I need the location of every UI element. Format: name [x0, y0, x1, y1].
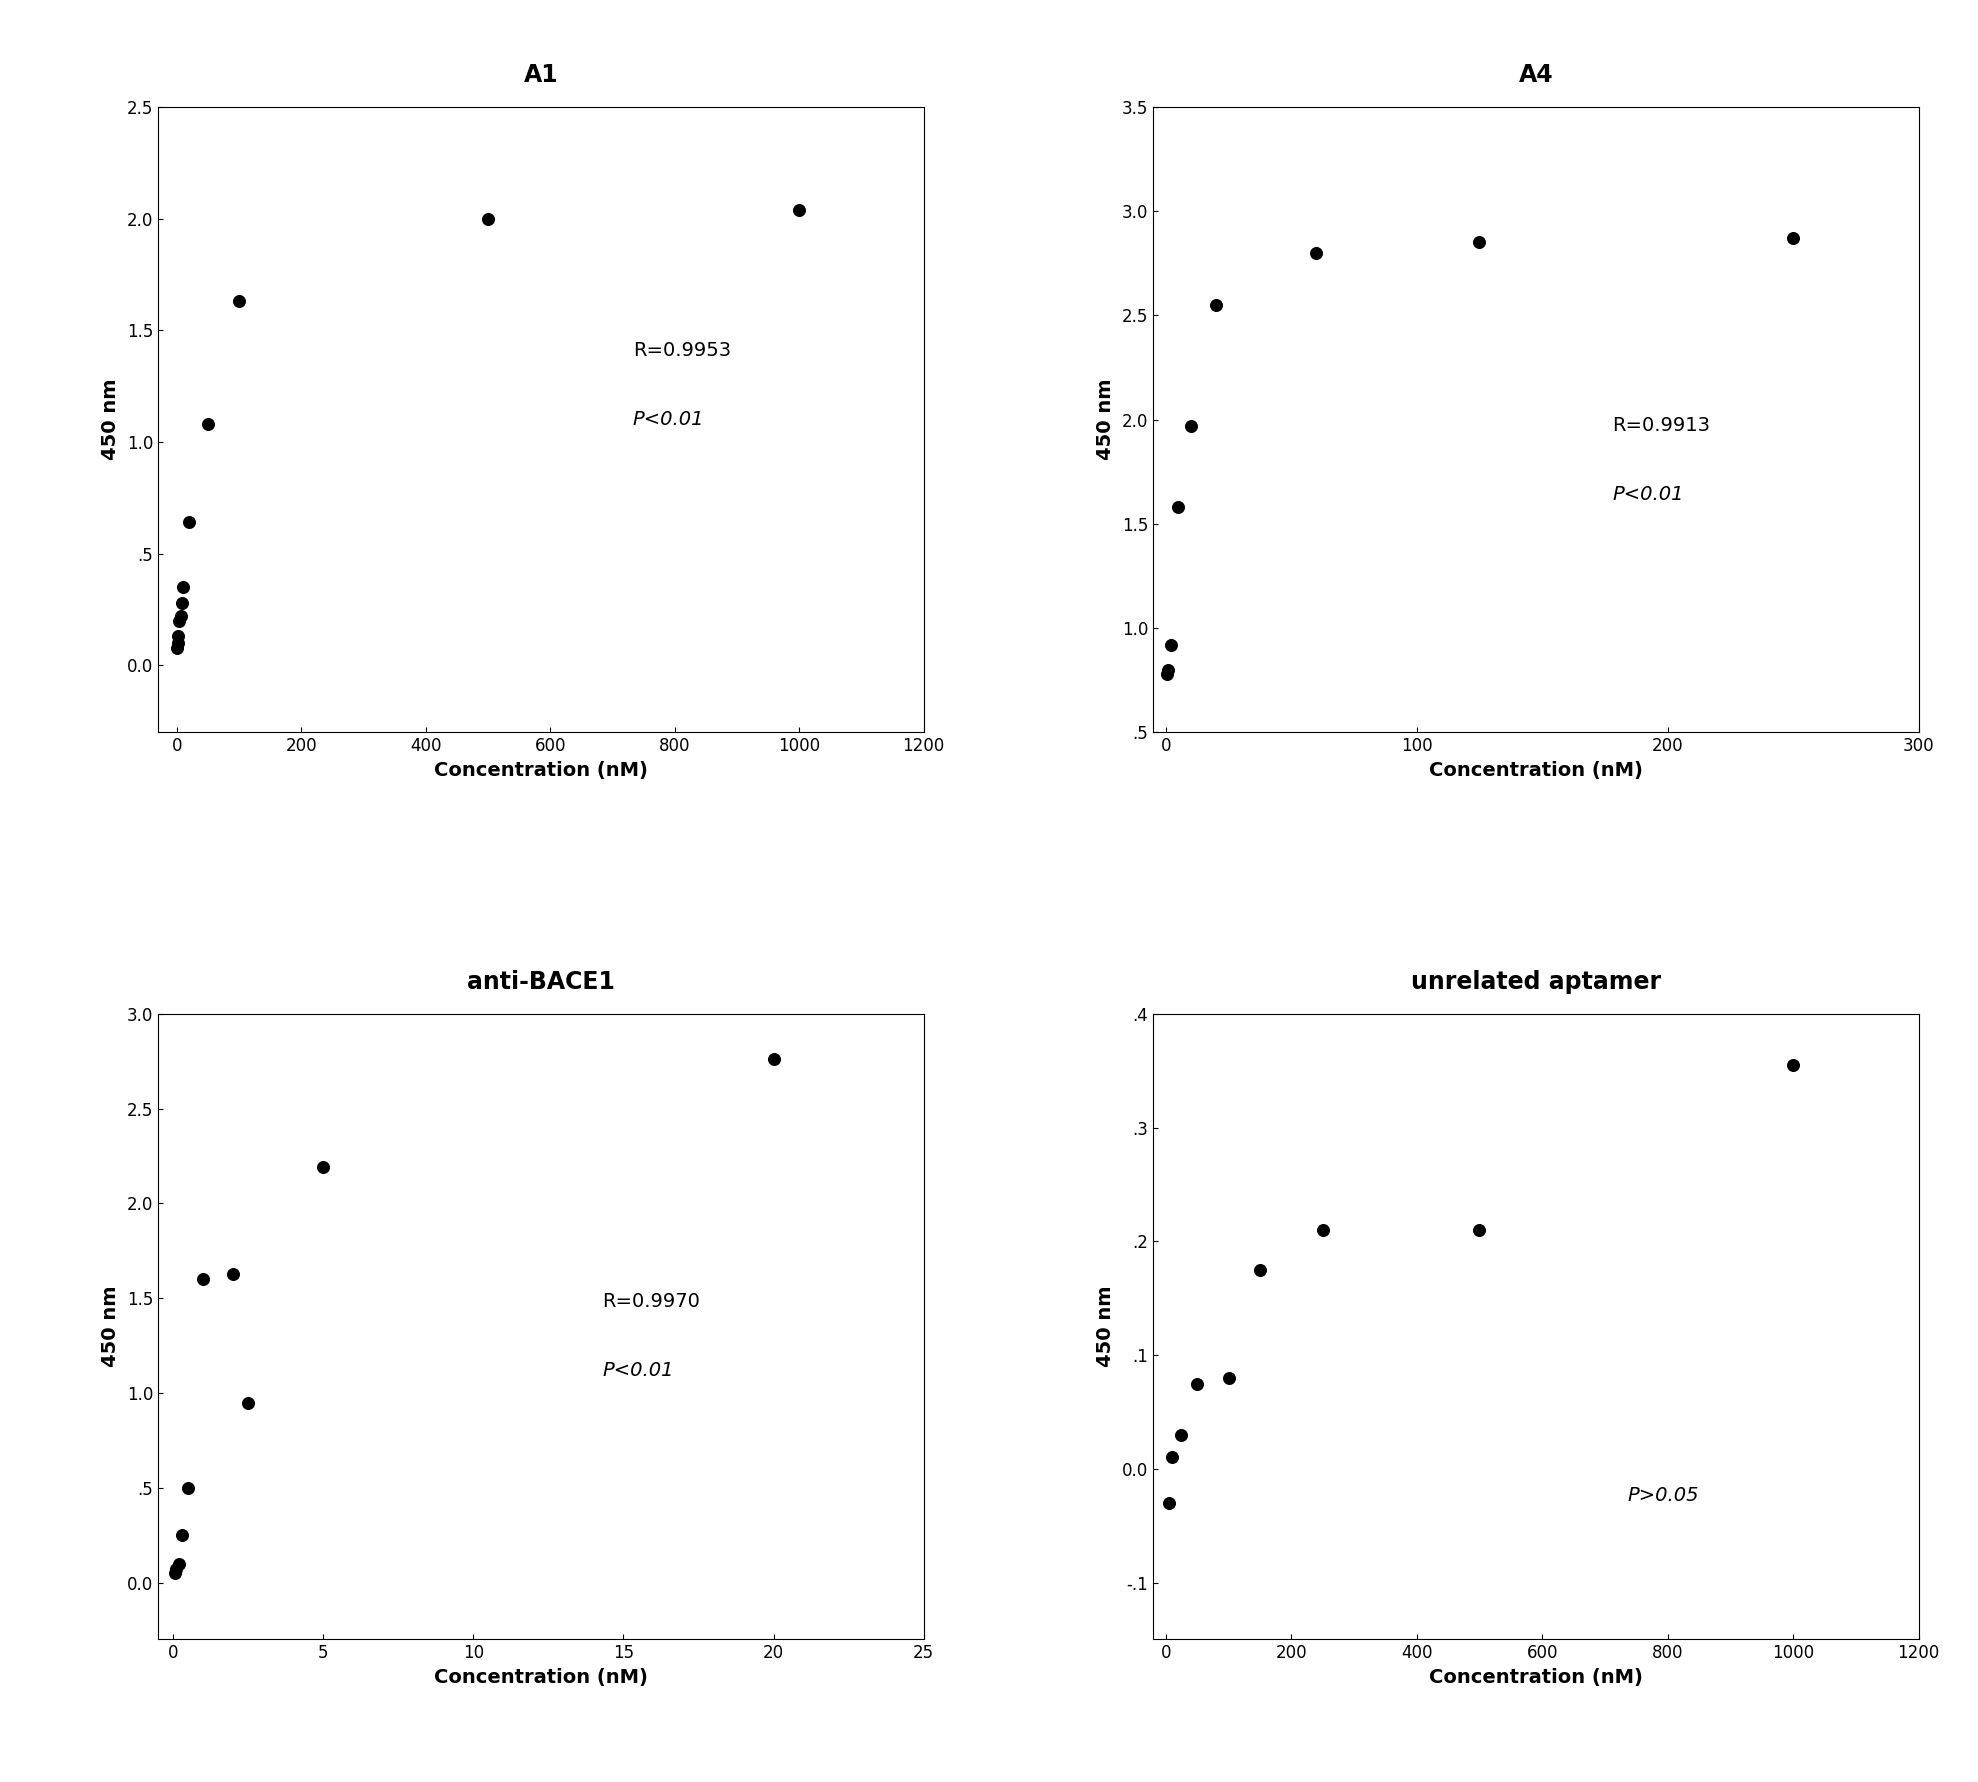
- X-axis label: Concentration (nM): Concentration (nM): [1428, 761, 1644, 781]
- Point: [1464, 1215, 1495, 1244]
- Point: [1181, 1369, 1213, 1397]
- Point: [174, 508, 206, 536]
- Point: [172, 1474, 204, 1502]
- X-axis label: Concentration (nM): Concentration (nM): [1428, 1668, 1644, 1688]
- Point: [162, 633, 194, 661]
- Y-axis label: 450 nm: 450 nm: [101, 380, 121, 460]
- Point: [233, 1388, 265, 1417]
- X-axis label: Concentration (nM): Concentration (nM): [433, 761, 649, 781]
- Point: [218, 1260, 249, 1288]
- Point: [1244, 1256, 1276, 1285]
- Title: unrelated aptamer: unrelated aptamer: [1410, 969, 1662, 994]
- Point: [1464, 228, 1495, 257]
- Y-axis label: 450 nm: 450 nm: [1096, 1287, 1116, 1367]
- Title: anti-BACE1: anti-BACE1: [467, 969, 615, 994]
- Point: [1778, 1051, 1810, 1080]
- Point: [160, 1556, 192, 1584]
- Point: [164, 602, 196, 631]
- Point: [166, 1520, 198, 1549]
- Y-axis label: 450 nm: 450 nm: [1096, 380, 1116, 460]
- Point: [224, 287, 255, 315]
- Point: [192, 410, 224, 438]
- Point: [1153, 1488, 1185, 1516]
- Point: [1157, 1443, 1189, 1472]
- Point: [1155, 631, 1187, 659]
- Point: [758, 1046, 789, 1075]
- Point: [162, 629, 194, 658]
- Point: [158, 1559, 190, 1588]
- Text: P<0.01: P<0.01: [633, 410, 704, 429]
- Point: [1778, 225, 1810, 253]
- Point: [783, 196, 815, 225]
- Text: P>0.05: P>0.05: [1628, 1486, 1699, 1506]
- X-axis label: Concentration (nM): Concentration (nM): [433, 1668, 649, 1688]
- Point: [1175, 412, 1207, 440]
- Point: [1213, 1363, 1244, 1392]
- Text: R=0.9913: R=0.9913: [1612, 417, 1711, 435]
- Text: R=0.9953: R=0.9953: [633, 342, 732, 360]
- Point: [1201, 290, 1232, 319]
- Text: P<0.01: P<0.01: [601, 1361, 674, 1379]
- Point: [1307, 1215, 1339, 1244]
- Y-axis label: 450 nm: 450 nm: [101, 1287, 121, 1367]
- Title: A1: A1: [524, 62, 558, 87]
- Point: [164, 1549, 196, 1577]
- Point: [188, 1265, 220, 1294]
- Point: [1151, 659, 1183, 688]
- Point: [168, 574, 200, 602]
- Text: P<0.01: P<0.01: [1612, 485, 1683, 504]
- Point: [1163, 494, 1195, 522]
- Point: [166, 588, 198, 617]
- Point: [1302, 239, 1333, 267]
- Point: [1165, 1420, 1197, 1449]
- Point: [307, 1153, 338, 1181]
- Point: [162, 622, 194, 650]
- Point: [1153, 656, 1185, 684]
- Point: [473, 205, 504, 233]
- Text: R=0.9970: R=0.9970: [601, 1292, 700, 1312]
- Point: [164, 606, 196, 634]
- Title: A4: A4: [1519, 62, 1553, 87]
